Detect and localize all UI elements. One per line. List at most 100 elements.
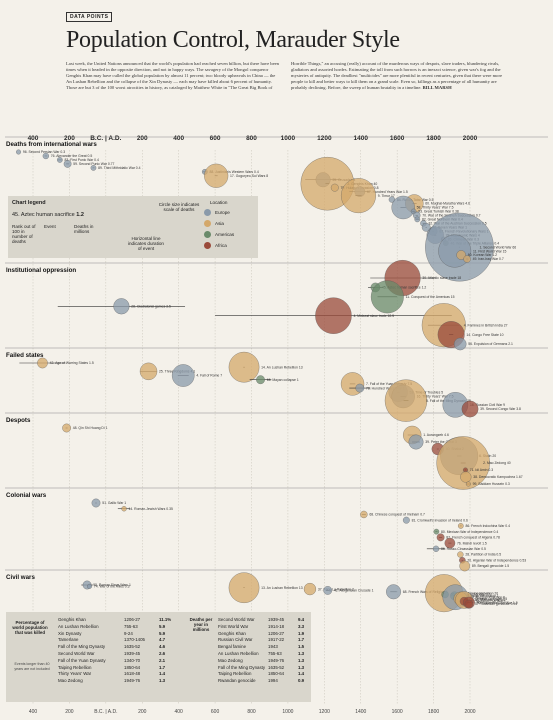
table-pct-column: 11.1% 5.9 5.9 4.7 4.6 2.6 2.1 1.7 1.4 1.3 xyxy=(159,617,171,685)
event-label: 14. Congo Free State 10 xyxy=(466,333,503,337)
event-label: 66. Mayan collapse 1 xyxy=(267,378,299,382)
table-pct-label: Percentage of world population that was … xyxy=(12,620,48,635)
legend-title: Chart legend xyxy=(12,200,46,206)
bottom-tick-label: 1600 xyxy=(392,709,403,715)
event-label: 51. Gallic War 1 xyxy=(102,501,126,505)
table-cell: 1850-64 xyxy=(124,664,141,670)
event-label: 76. Mahdi revolt 1.5 xyxy=(457,541,487,545)
table-cell: Russian Civil War xyxy=(218,637,253,643)
table-cell: An Lushan Rebellion xyxy=(218,650,259,656)
bottom-tick-label: 1800 xyxy=(428,709,439,715)
top-tick-label: 200 xyxy=(64,135,75,142)
event-circle xyxy=(433,528,440,535)
event-label: 7. Fall of the Yuan Dynasty 7.5 xyxy=(366,382,412,386)
table-cell: Taiping Rebellion xyxy=(218,671,252,677)
event-circle xyxy=(303,582,317,596)
table-cell: 1917-22 xyxy=(268,637,285,643)
event-circle xyxy=(87,583,92,589)
event-circle xyxy=(16,149,21,155)
event-label: 39. Peter the Great 3 xyxy=(425,440,457,444)
bottom-tick-label: 200 xyxy=(138,709,147,715)
event-circle xyxy=(386,584,401,600)
legend-swatch-asia xyxy=(204,220,211,227)
event-circle xyxy=(421,222,431,232)
chart-legend: Chart legend 45. Aztec human sacrifice 1… xyxy=(8,196,258,258)
table-cell: 9-24 xyxy=(124,630,133,636)
event-circle xyxy=(121,506,127,512)
top-tick-label: 2000 xyxy=(463,135,478,142)
event-circle xyxy=(384,379,428,422)
table-deaths-label: Deaths per year in millions xyxy=(189,617,213,632)
event-label: 87. French conquest of Algeria 0.78 xyxy=(446,536,500,540)
legend-swatch-americas xyxy=(204,231,211,238)
table-cell: 4.6 xyxy=(159,644,166,650)
event-label: 28. Partition of India 0.5 xyxy=(465,553,501,557)
event-circle xyxy=(355,383,365,393)
event-circle xyxy=(463,255,471,263)
data-points-tag: DATA POINTS xyxy=(66,12,113,22)
table-cell: 1943 xyxy=(268,644,278,650)
event-circle xyxy=(256,375,265,385)
event-label: 4. Mideast slave trade 18.5 xyxy=(353,314,394,318)
table-events-column: Genghis Khan An Lushan Rebellion Xin Dynas… xyxy=(58,617,106,685)
table-cell: 0.9 xyxy=(298,678,305,684)
legend-location-title: Location xyxy=(210,200,228,205)
event-circle xyxy=(330,183,339,192)
event-circle xyxy=(444,537,456,549)
event-circle xyxy=(370,280,404,314)
table-rates-column: 9.4 3.3 1.9 1.7 1.5 1.3 1.3 1.3 1.4 0.9 xyxy=(298,617,304,685)
bottom-tick-label: 800 xyxy=(247,709,256,715)
event-label: 56. Expulsion of Germans 2.1 xyxy=(468,342,513,346)
event-label: 37. Fang La Rebellion 2 xyxy=(318,587,354,591)
event-label: 81. Cromwell's invasion of Ireland 0.6 xyxy=(412,518,468,522)
top-tick-label: 1400 xyxy=(354,135,369,142)
event-circle xyxy=(62,423,71,433)
table-cell: Genghis Khan xyxy=(218,630,246,636)
table-cell: 1.4 xyxy=(159,671,166,677)
intro-body: Last week, the United Nations announced … xyxy=(66,61,503,90)
table-cell: 1.5 xyxy=(298,644,305,650)
bottom-tick-label: 200 xyxy=(65,709,74,715)
event-label: 93. Great Turkish War 0.38 xyxy=(418,210,459,214)
event-circle xyxy=(436,533,445,542)
event-label: 28. Gladiatorial games 3.5 xyxy=(131,304,171,308)
bottom-tick-label: B.C. | A.D. xyxy=(94,709,117,715)
event-circle xyxy=(402,516,410,524)
legend-example-rank: 45. xyxy=(12,212,20,218)
table-cell: Genghis Khan xyxy=(58,617,86,622)
event-circle xyxy=(461,400,479,418)
event-label: 89. Third Mithridatic War 0.4 xyxy=(98,166,141,170)
table-cell: Taiping Rebellion xyxy=(58,664,92,670)
legend-circle-label: Circle size indicates scale of deaths xyxy=(158,202,200,212)
event-circle xyxy=(341,178,376,214)
table-cell: Fall of the Ming Dynasty xyxy=(58,644,106,650)
event-label: 60. Mughal-Maratha Wars 4.6 xyxy=(425,202,470,206)
legend-example-value: 1.2 xyxy=(76,212,84,218)
table-cell: 755-63 xyxy=(268,650,282,656)
table-cell: 755-63 xyxy=(124,623,138,629)
event-circle xyxy=(360,510,368,519)
event-label: 45. Aztec human sacrifice 1.2 xyxy=(382,286,426,290)
event-circle xyxy=(432,545,440,552)
table-cell: Fall of the Ming Dynasty xyxy=(218,664,266,670)
bottom-tick-label: 400 xyxy=(174,709,183,715)
event-label: 67. Hundred Years War 1.5 xyxy=(367,190,408,194)
table-cell: 3.3 xyxy=(298,623,305,629)
event-label: 78. Hundred Years' War 1 xyxy=(366,386,405,390)
event-label: 1. Second World War 66 xyxy=(479,245,516,249)
table-cell: 1340-70 xyxy=(124,657,141,663)
table-cell: 1635-52 xyxy=(268,664,285,670)
event-label: 4. Taiping Rebellion 20 xyxy=(464,591,498,595)
event-label: 53. Time of Troubles 5 xyxy=(410,390,444,394)
section-label: Colonial wars xyxy=(6,492,47,499)
top-tick-label: 400 xyxy=(28,135,39,142)
section-label: Deaths from international wars xyxy=(6,141,97,148)
event-circle xyxy=(91,498,101,508)
table-events2-column: Second World War First World War Genghis K… xyxy=(218,617,265,685)
event-label: 62. Nigerian Civil War 1 xyxy=(470,599,506,603)
bottom-tick-label: 1000 xyxy=(282,709,293,715)
event-label: 89. Bengali genocide 1.5 xyxy=(472,564,509,568)
event-label: 13. An Lushan Rebellion 13 xyxy=(261,586,303,590)
table-cell: Bengal famine xyxy=(218,644,247,650)
event-label: 14. An Lushan Rebellion 13 xyxy=(261,365,303,369)
